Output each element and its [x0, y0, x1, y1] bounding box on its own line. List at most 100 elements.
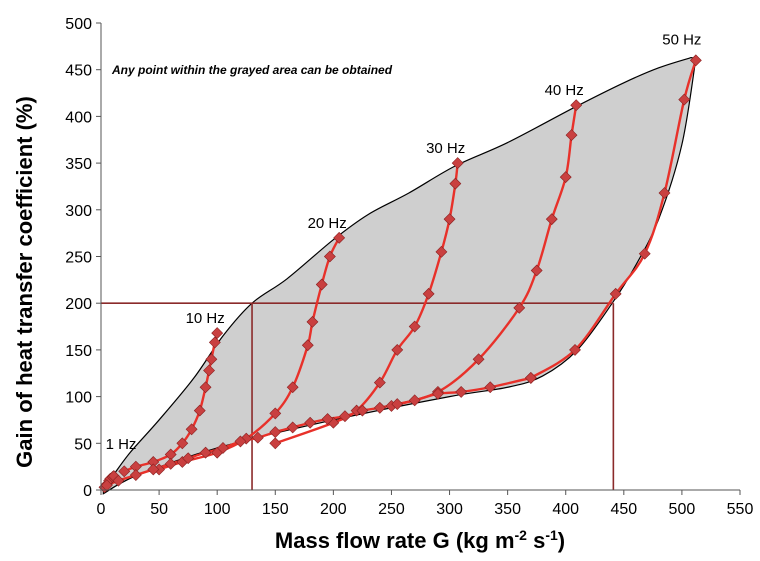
data-point	[208, 336, 221, 349]
data-point	[185, 423, 198, 436]
data-point	[408, 320, 421, 333]
y-tick-label: 500	[65, 16, 92, 33]
data-point	[304, 416, 317, 429]
x-tick-label: 500	[669, 501, 696, 518]
data-point	[286, 381, 299, 394]
data-point	[182, 452, 195, 465]
data-point	[391, 343, 404, 356]
data-point	[689, 54, 702, 67]
data-point	[524, 371, 537, 384]
data-point	[234, 435, 247, 448]
data-point	[408, 394, 421, 407]
data-point	[658, 187, 671, 199]
data-point	[269, 437, 282, 450]
x-tick-label: 200	[320, 501, 347, 518]
tick-labels: 0 50 100 150 200 250 300 350 400 450 500 550 0 50 100 1…	[65, 16, 753, 518]
data-point	[484, 381, 497, 394]
x-tick-label: 50	[150, 501, 168, 518]
data-point	[678, 93, 691, 106]
freq-label: 20 Hz	[308, 215, 347, 232]
data-point	[455, 386, 468, 398]
y-tick-label: 250	[65, 250, 92, 267]
data-point	[193, 404, 206, 417]
y-tick-label: 150	[65, 343, 92, 360]
data-point	[472, 353, 485, 366]
freq-label: 30 Hz	[426, 140, 465, 157]
data-point	[203, 364, 215, 377]
y-tick-label: 300	[65, 203, 92, 220]
data-point	[306, 315, 319, 328]
axes	[96, 22, 741, 495]
x-tick-label: 550	[727, 501, 754, 518]
data-point	[321, 413, 334, 425]
x-tick-label: 350	[494, 501, 521, 518]
y-tick-label: 450	[65, 63, 92, 80]
data-point	[569, 343, 581, 356]
data-point	[251, 431, 264, 444]
data-point	[269, 407, 282, 420]
x-tick-label: 300	[436, 501, 463, 518]
data-point	[373, 376, 386, 389]
data-point	[449, 177, 462, 190]
y-tick-label: 350	[65, 156, 92, 173]
data-point	[339, 410, 351, 423]
data-point	[217, 442, 229, 454]
x-axis-label: Mass flow rate G (kg m-2 s-1)	[275, 527, 565, 553]
y-tick-label: 0	[83, 483, 92, 500]
annotation-text: Any point within the grayed area can be …	[111, 63, 393, 77]
data-point	[638, 247, 651, 260]
data-point	[176, 437, 189, 450]
data-point	[432, 387, 444, 400]
data-point	[240, 432, 253, 445]
data-point	[112, 474, 125, 487]
x-tick-label: 400	[552, 501, 579, 518]
data-point	[513, 301, 526, 314]
x-tick-label: 100	[204, 501, 231, 518]
frequency-labels: 1 Hz 10 Hz 20 Hz 30 Hz 40 Hz 50 Hz	[106, 31, 702, 453]
data-point	[301, 339, 314, 352]
x-tick-label: 450	[610, 501, 637, 518]
data-point	[530, 264, 543, 277]
x-tick-label: 0	[97, 501, 106, 518]
x-tick-label: 150	[262, 501, 289, 518]
freq-label: 50 Hz	[662, 31, 701, 48]
data-point	[451, 157, 464, 170]
data-point	[570, 99, 583, 112]
data-point	[391, 398, 404, 410]
data-point	[269, 426, 282, 439]
data-point	[164, 457, 177, 470]
data-point	[333, 231, 346, 244]
data-point	[199, 381, 212, 394]
data-point	[286, 421, 299, 434]
freq-label: 40 Hz	[545, 82, 584, 99]
data-point	[373, 401, 386, 414]
data-point	[443, 213, 456, 226]
data-point	[323, 250, 336, 263]
data-point	[100, 479, 113, 492]
data-point	[315, 278, 328, 291]
frequency-series	[98, 54, 702, 494]
x-tick-label: 250	[378, 501, 405, 518]
data-point	[356, 404, 369, 417]
freq-label: 10 Hz	[186, 310, 225, 327]
freq-label: 1 Hz	[106, 436, 137, 453]
y-tick-label: 100	[65, 390, 92, 407]
data-point	[545, 213, 558, 226]
data-point	[199, 446, 212, 459]
data-point	[129, 469, 142, 481]
reference-lines	[101, 302, 615, 490]
data-point	[211, 327, 224, 340]
data-point	[422, 287, 435, 300]
data-point	[559, 171, 572, 184]
y-axis-label: Gain of heat transfer coefficient (%)	[12, 96, 37, 468]
y-tick-label: 200	[65, 296, 92, 313]
data-point	[609, 287, 622, 300]
data-point	[118, 465, 131, 478]
data-point	[147, 463, 160, 476]
y-tick-label: 50	[74, 436, 92, 453]
data-point	[205, 353, 218, 366]
y-tick-label: 400	[65, 109, 92, 126]
data-point	[435, 245, 448, 258]
data-point	[565, 129, 578, 142]
